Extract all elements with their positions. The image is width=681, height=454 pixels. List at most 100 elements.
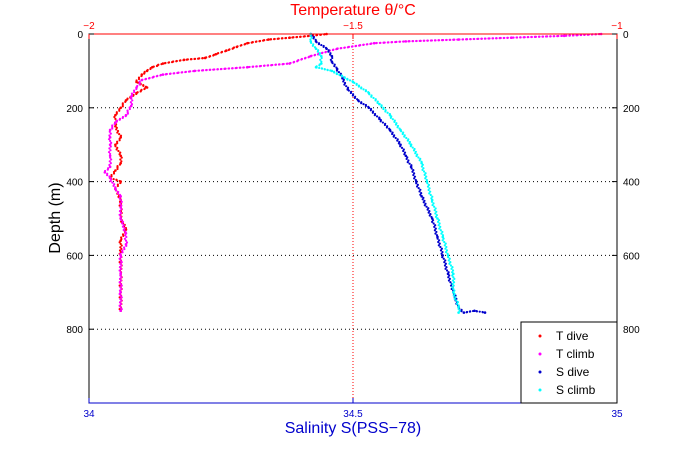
data-point xyxy=(386,41,389,44)
data-point xyxy=(419,193,422,196)
data-point xyxy=(201,57,204,60)
data-point xyxy=(349,91,352,95)
data-point xyxy=(121,251,124,254)
data-point xyxy=(433,39,437,42)
data-point xyxy=(562,34,566,38)
data-point xyxy=(439,249,443,252)
data-point xyxy=(425,175,428,178)
data-point xyxy=(469,38,472,41)
data-point xyxy=(303,57,307,60)
data-point xyxy=(309,34,312,37)
data-point xyxy=(164,73,167,76)
data-point xyxy=(262,64,266,67)
data-point xyxy=(379,120,382,123)
data-point xyxy=(434,207,437,210)
data-point xyxy=(123,237,127,240)
data-point xyxy=(424,172,427,175)
data-point xyxy=(441,239,444,242)
data-point xyxy=(120,264,123,267)
axes: 0 0 200 200 400 400 600 600 800 800 −2 −1.5 −1 34 34.5… xyxy=(66,21,640,420)
depth-tick-label-right: 400 xyxy=(623,178,640,189)
data-point xyxy=(113,122,116,126)
data-point xyxy=(343,76,346,80)
data-point xyxy=(441,255,444,259)
data-point xyxy=(441,230,444,234)
data-point xyxy=(123,247,126,251)
data-point xyxy=(129,104,133,108)
data-point xyxy=(402,149,405,153)
series-s-climb xyxy=(309,32,461,314)
data-point xyxy=(119,262,122,265)
data-point xyxy=(200,69,204,72)
data-point xyxy=(320,43,323,47)
data-point xyxy=(417,187,420,190)
data-point xyxy=(122,234,125,237)
data-point xyxy=(108,163,111,167)
data-point xyxy=(431,203,434,207)
data-point xyxy=(119,134,123,137)
data-point xyxy=(452,294,455,297)
data-point xyxy=(435,210,438,213)
data-point xyxy=(458,38,461,41)
data-point xyxy=(357,85,360,88)
depth-tick-label-left: 0 xyxy=(77,30,83,41)
data-point xyxy=(564,34,567,37)
data-point xyxy=(515,36,518,39)
data-point xyxy=(109,179,112,183)
data-point xyxy=(331,62,334,65)
data-point xyxy=(163,62,166,65)
data-point xyxy=(464,38,468,41)
data-point xyxy=(437,240,440,244)
data-point xyxy=(119,286,122,289)
data-point xyxy=(185,58,188,61)
data-point xyxy=(135,79,138,82)
data-point xyxy=(381,121,385,124)
data-point xyxy=(120,296,123,299)
data-point xyxy=(414,178,417,182)
data-point xyxy=(114,186,117,189)
data-point xyxy=(418,39,421,43)
data-point xyxy=(119,215,122,218)
data-point xyxy=(450,267,453,270)
data-point xyxy=(368,93,371,96)
data-point xyxy=(437,244,440,247)
data-point xyxy=(434,215,438,218)
data-point xyxy=(443,240,446,244)
data-point xyxy=(340,75,344,78)
data-point xyxy=(149,67,152,71)
data-point xyxy=(405,157,408,161)
data-point xyxy=(274,63,277,66)
data-point xyxy=(322,45,325,49)
data-point xyxy=(364,90,367,93)
data-point xyxy=(378,41,381,45)
data-point xyxy=(329,53,332,56)
data-point xyxy=(402,40,405,43)
data-point xyxy=(320,60,323,63)
data-point xyxy=(449,284,453,287)
data-point xyxy=(175,60,178,63)
data-point xyxy=(454,294,457,297)
data-point xyxy=(119,294,122,297)
data-point xyxy=(430,200,434,203)
data-point xyxy=(313,46,317,49)
data-point xyxy=(135,92,138,96)
data-point xyxy=(347,89,350,92)
data-point xyxy=(418,190,421,193)
data-point xyxy=(498,37,501,40)
data-point xyxy=(287,36,291,39)
data-point xyxy=(212,54,215,57)
data-point xyxy=(109,132,112,135)
data-point xyxy=(348,79,352,82)
data-point xyxy=(147,77,151,80)
data-point xyxy=(392,135,395,138)
data-point xyxy=(388,112,391,116)
data-point xyxy=(533,35,536,39)
data-point xyxy=(416,183,419,186)
data-point xyxy=(355,83,358,86)
data-point xyxy=(364,104,367,108)
data-point xyxy=(453,297,456,300)
data-point xyxy=(120,204,123,207)
data-point xyxy=(445,245,448,249)
data-point xyxy=(119,282,122,286)
data-point xyxy=(216,52,219,55)
